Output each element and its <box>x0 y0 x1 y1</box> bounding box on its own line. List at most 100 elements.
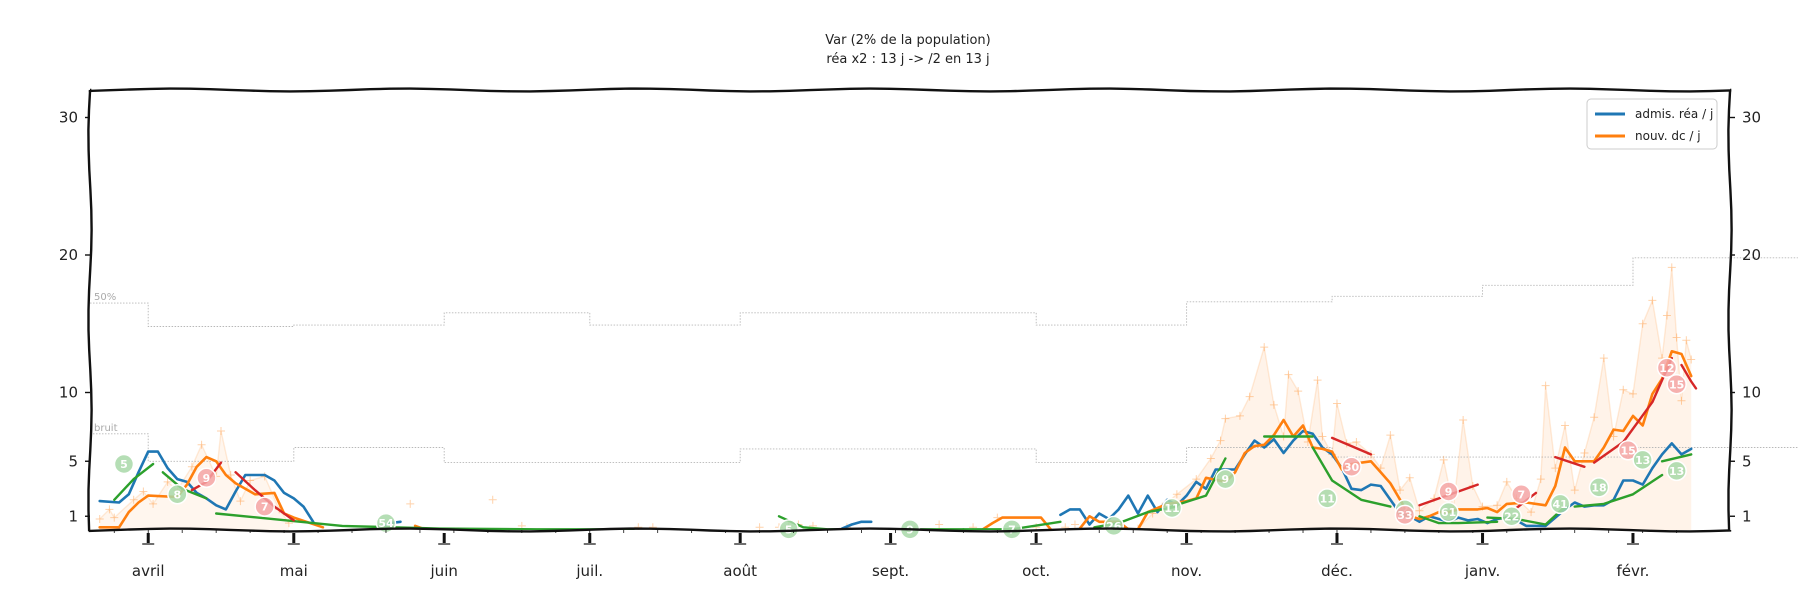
marker-label: 9 <box>1222 473 1230 486</box>
marker-circle <box>1317 488 1338 509</box>
legend: admis. réa / j nouv. dc / j <box>1586 98 1718 150</box>
marker-label: 54 <box>378 517 394 530</box>
marker-label: 15 <box>1669 378 1684 391</box>
raw-fill-area <box>1138 267 1692 530</box>
marker-label: 61 <box>1441 506 1456 519</box>
series-line <box>981 516 1052 530</box>
marker-label: 9 <box>1445 486 1453 499</box>
month-label: sept. <box>872 562 909 580</box>
doubling-marker: 7 <box>1511 484 1532 505</box>
marker-label: 7 <box>1518 488 1526 501</box>
month-tick <box>1034 533 1038 543</box>
y-tick-label-right: 1 <box>1742 507 1752 525</box>
marker-circle <box>1394 504 1416 526</box>
raw-data-point <box>139 487 148 496</box>
marker-label: 13 <box>1635 454 1650 467</box>
marker-circle <box>1001 519 1023 540</box>
raw-data-point <box>187 462 196 471</box>
raw-data-point <box>1216 436 1225 445</box>
raw-fill-area <box>99 431 289 530</box>
marker-label: 33 <box>1397 509 1412 522</box>
month-label: août <box>723 562 757 580</box>
raw-data-point <box>1221 414 1230 423</box>
marker-circle <box>167 484 188 505</box>
raw-data-point <box>1235 411 1244 420</box>
month-label: nov. <box>1171 562 1202 580</box>
fit-curve-green <box>1660 453 1693 463</box>
marker-circle <box>1632 449 1653 471</box>
raw-data-point <box>163 477 172 486</box>
y-tick-label-right: 10 <box>1742 384 1761 402</box>
month-label: déc. <box>1321 562 1353 580</box>
frame-top <box>88 87 1732 93</box>
doubling-marker: 8 <box>167 484 188 505</box>
raw-data-point <box>935 520 944 529</box>
raw-data-point <box>1536 475 1545 484</box>
raw-data-point <box>1619 385 1628 394</box>
raw-data-point <box>1284 370 1293 379</box>
y-tick-label-left: 10 <box>59 384 78 402</box>
marker-label: 11 <box>1164 502 1179 515</box>
marker-circle <box>1103 515 1125 537</box>
doubling-marker: 26 <box>1103 515 1125 537</box>
raw-data-point <box>105 505 114 514</box>
raw-data-point <box>1527 508 1536 517</box>
marker-layer: 5897545972611930112339612274118151312131… <box>113 357 1687 540</box>
month-tick <box>588 533 592 543</box>
marker-circle <box>1656 357 1678 378</box>
threshold-50-line <box>90 257 1798 327</box>
doubling-marker: 7 <box>1001 519 1023 540</box>
fit-curve-green <box>1573 473 1664 508</box>
doubling-marker: 18 <box>1588 477 1610 498</box>
raw-data-point <box>236 497 245 506</box>
month-tick <box>442 533 446 543</box>
marker-circle <box>1588 477 1610 498</box>
raw-data-point <box>1561 421 1570 430</box>
legend-label: nouv. dc / j <box>1635 129 1701 143</box>
fit-curve-red <box>1330 436 1373 456</box>
raw-data-point <box>1332 399 1341 408</box>
marker-label: 7 <box>1008 523 1016 536</box>
y-tick-label-left: 1 <box>68 507 78 525</box>
raw-data-point <box>95 515 104 523</box>
y-tick-label-right: 20 <box>1742 246 1761 264</box>
raw-data-line <box>99 430 290 524</box>
raw-data-point <box>634 523 643 530</box>
frame-left <box>87 88 93 532</box>
marker-circle <box>254 496 275 517</box>
raw-data-point <box>1599 354 1608 363</box>
plot-frame <box>87 87 1733 533</box>
raw-data-point <box>1541 381 1550 390</box>
raw-data-point <box>406 499 415 508</box>
month-tick <box>146 533 150 543</box>
y-tick-label-left: 20 <box>59 246 78 264</box>
raw-data-point <box>110 513 119 522</box>
raw-data-point <box>1493 501 1502 510</box>
month-tick <box>889 533 893 543</box>
marker-circle <box>113 453 135 475</box>
raw-data-point <box>1459 416 1468 424</box>
raw-data-point <box>1313 376 1322 385</box>
marker-label: 7 <box>261 501 269 514</box>
month-label: avril <box>132 562 165 580</box>
raw-data-point <box>1172 490 1181 499</box>
raw-data-point <box>1396 486 1405 495</box>
marker-label: 30 <box>1344 461 1360 474</box>
marker-circle <box>1549 493 1571 515</box>
doubling-marker: 12 <box>1656 357 1678 378</box>
marker-circle <box>196 467 217 488</box>
raw-data-point <box>1502 477 1511 486</box>
marker-circle <box>1215 468 1236 490</box>
month-tick <box>1481 533 1485 543</box>
fit-curve-green <box>113 462 155 501</box>
marker-label: 22 <box>1504 510 1519 523</box>
marker-label: 9 <box>203 472 211 485</box>
series-line <box>98 455 325 529</box>
month-label: janv. <box>1464 562 1500 580</box>
marker-circle <box>1511 484 1532 505</box>
legend-label: admis. réa / j <box>1635 107 1713 121</box>
month-label: oct. <box>1022 562 1050 580</box>
marker-circle <box>1341 456 1362 477</box>
doubling-marker: 30 <box>1341 456 1362 477</box>
